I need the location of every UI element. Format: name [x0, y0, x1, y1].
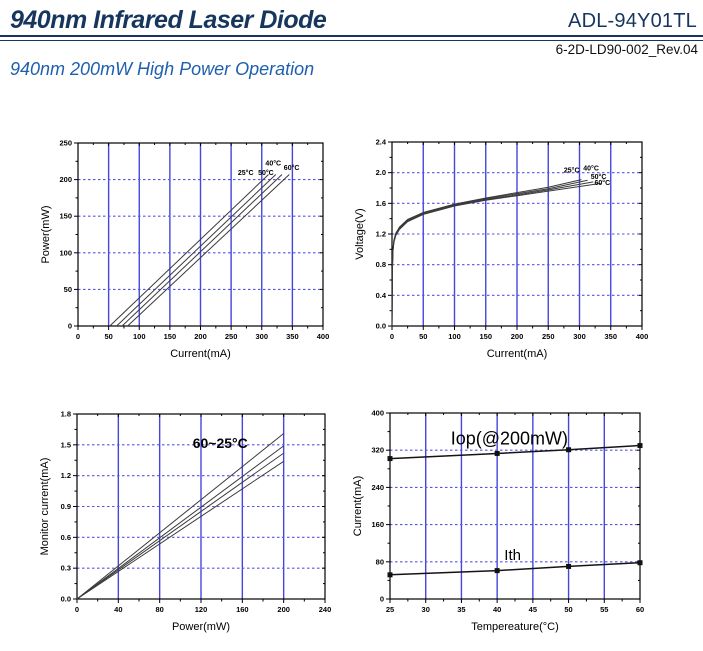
svg-text:1.8: 1.8 — [61, 410, 71, 419]
svg-text:200: 200 — [59, 175, 72, 184]
svg-text:80: 80 — [155, 605, 163, 614]
svg-text:Current(mA): Current(mA) — [487, 348, 548, 360]
svg-text:40°C: 40°C — [583, 164, 599, 172]
svg-text:Monitor current(mA): Monitor current(mA) — [39, 458, 51, 556]
svg-text:40°C: 40°C — [265, 160, 281, 168]
svg-text:100: 100 — [448, 332, 461, 341]
svg-text:Voltage(V): Voltage(V) — [354, 208, 366, 259]
svg-text:Iop(@200mW): Iop(@200mW) — [451, 429, 568, 449]
svg-text:0.4: 0.4 — [376, 291, 387, 300]
svg-text:50: 50 — [104, 332, 112, 341]
svg-text:50°C: 50°C — [591, 173, 607, 181]
current-vs-temperature-chart: 25 30 35 40 45 50 55 60 0 80 160 240 320 400 Tempereat… — [350, 402, 660, 642]
svg-text:100: 100 — [59, 248, 72, 257]
svg-text:0.8: 0.8 — [376, 260, 386, 269]
svg-text:300: 300 — [573, 332, 586, 341]
power-vs-current-plot: 0 50 100 150 200 250 300 350 400 0 50 100 150 200 250 C… — [40, 139, 330, 361]
svg-text:Current(mA): Current(mA) — [170, 348, 231, 360]
current-vs-temperature-plot: 25 30 35 40 45 50 55 60 0 80 160 240 320 400 Tempereat… — [352, 409, 644, 634]
svg-text:45: 45 — [529, 605, 537, 614]
svg-text:2.0: 2.0 — [376, 168, 386, 177]
page-subtitle: 940nm 200mW High Power Operation — [10, 59, 315, 80]
svg-text:Tempereature(°C): Tempereature(°C) — [471, 621, 559, 633]
svg-text:40: 40 — [493, 605, 501, 614]
svg-text:300: 300 — [255, 332, 268, 341]
power-vs-current-chart: 0 50 100 150 200 250 300 350 400 0 50 100 150 200 250 C… — [38, 132, 343, 369]
doc-number: 6-2D-LD90-002_Rev.04 — [555, 42, 698, 58]
svg-text:250: 250 — [542, 332, 555, 341]
svg-text:2.4: 2.4 — [376, 138, 387, 147]
svg-text:30: 30 — [422, 605, 430, 614]
svg-text:50°C: 50°C — [258, 169, 274, 177]
svg-text:60°C: 60°C — [595, 179, 611, 187]
svg-text:150: 150 — [479, 332, 492, 341]
svg-text:25: 25 — [386, 605, 394, 614]
svg-text:100: 100 — [133, 332, 146, 341]
svg-text:80: 80 — [376, 557, 384, 566]
svg-text:250: 250 — [59, 139, 72, 148]
svg-text:200: 200 — [194, 332, 207, 341]
svg-text:1.2: 1.2 — [61, 471, 71, 480]
svg-text:0: 0 — [76, 332, 80, 341]
svg-text:0.0: 0.0 — [61, 595, 71, 604]
svg-text:25°C: 25°C — [238, 169, 254, 177]
voltage-vs-current-plot: 0 50 100 150 200 250 300 350 400 0.0 0.4 0.8 1.2 1.6 2… — [354, 138, 649, 361]
svg-text:0: 0 — [68, 322, 72, 331]
svg-text:1.5: 1.5 — [61, 440, 71, 449]
svg-text:1.2: 1.2 — [376, 230, 386, 239]
svg-text:Current(mA): Current(mA) — [352, 476, 364, 537]
svg-text:0: 0 — [75, 605, 79, 614]
svg-text:40: 40 — [114, 605, 122, 614]
svg-text:120: 120 — [195, 605, 208, 614]
svg-text:50: 50 — [64, 285, 72, 294]
svg-text:0.3: 0.3 — [61, 564, 71, 573]
svg-text:50: 50 — [564, 605, 572, 614]
svg-text:250: 250 — [225, 332, 238, 341]
svg-text:160: 160 — [371, 520, 384, 529]
svg-text:350: 350 — [286, 332, 299, 341]
svg-text:35: 35 — [457, 605, 465, 614]
svg-text:Ith: Ith — [504, 547, 521, 564]
svg-text:Power(mW): Power(mW) — [172, 621, 230, 633]
svg-text:25°C: 25°C — [564, 167, 580, 175]
svg-text:200: 200 — [277, 605, 290, 614]
svg-text:60°C: 60°C — [284, 164, 300, 172]
svg-text:150: 150 — [59, 212, 72, 221]
monitor-current-vs-power-plot: 0 40 80 120 160 200 240 0.0 0.3 0.6 0.9 1.2 1.5 1.8 Po… — [39, 410, 332, 634]
part-number: ADL-94Y01TL — [568, 10, 697, 33]
svg-text:350: 350 — [604, 332, 617, 341]
svg-text:0.9: 0.9 — [61, 502, 71, 511]
svg-text:150: 150 — [164, 332, 177, 341]
svg-text:160: 160 — [236, 605, 249, 614]
voltage-vs-current-chart: 0 50 100 150 200 250 300 350 400 0.0 0.4 0.8 1.2 1.6 2… — [352, 131, 662, 369]
svg-text:0: 0 — [390, 332, 394, 341]
svg-text:240: 240 — [319, 605, 332, 614]
monitor-current-vs-power-chart: 0 40 80 120 160 200 240 0.0 0.3 0.6 0.9 1.2 1.5 1.8 Po… — [37, 403, 345, 642]
svg-text:60~25°C: 60~25°C — [193, 435, 248, 451]
svg-text:1.6: 1.6 — [376, 199, 386, 208]
svg-text:0.6: 0.6 — [61, 533, 71, 542]
svg-text:0.0: 0.0 — [376, 322, 386, 331]
svg-text:Power(mW): Power(mW) — [40, 205, 52, 263]
svg-text:60: 60 — [636, 605, 644, 614]
svg-text:400: 400 — [636, 332, 649, 341]
header-divider — [0, 35, 703, 42]
svg-text:240: 240 — [371, 483, 384, 492]
svg-text:400: 400 — [317, 332, 330, 341]
page-title: 940nm Infrared Laser Diode — [10, 6, 327, 34]
svg-text:200: 200 — [511, 332, 524, 341]
svg-text:0: 0 — [380, 595, 384, 604]
svg-text:400: 400 — [371, 409, 384, 418]
svg-text:320: 320 — [371, 446, 384, 455]
svg-text:55: 55 — [600, 605, 608, 614]
header: 940nm Infrared Laser Diode ADL-94Y01TL — [0, 0, 703, 34]
svg-text:50: 50 — [419, 332, 427, 341]
